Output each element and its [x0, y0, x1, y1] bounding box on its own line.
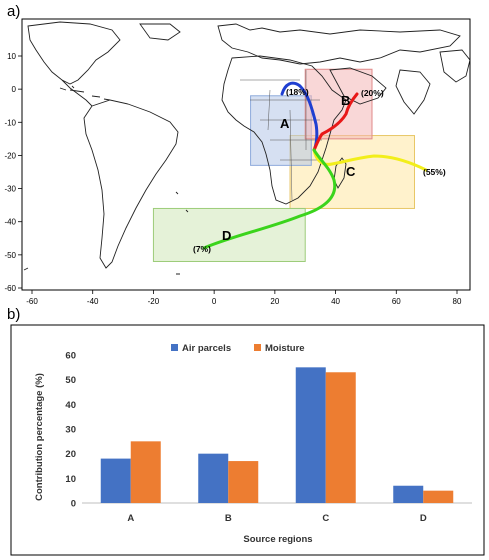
- y-tick-label: 20: [65, 449, 76, 460]
- india-coastline: [395, 69, 431, 115]
- region-d-letter: D: [222, 228, 231, 243]
- y-tick-label: 30: [65, 425, 76, 436]
- region-a-letter: A: [280, 116, 290, 131]
- bar-moisture-b: [228, 461, 259, 503]
- region-c-percentage: (55%): [423, 167, 446, 177]
- region-b-letter: B: [341, 93, 350, 108]
- south-america-coastline: [83, 99, 179, 269]
- legend: Air parcels Moisture: [171, 343, 305, 354]
- caribbean-islands: [69, 89, 111, 101]
- bar-air-parcels-a: [100, 458, 131, 503]
- bar-moisture-d: [423, 490, 454, 503]
- map-x-tick-label: 20: [270, 297, 279, 306]
- map-x-tick-label: 80: [453, 297, 462, 306]
- y-tick-label: 50: [65, 375, 76, 386]
- region-b-percentage: (20%): [361, 88, 384, 98]
- bar-moisture-a: [130, 441, 161, 503]
- y-tick-label: 40: [65, 400, 76, 411]
- europe-coastline: [217, 23, 461, 65]
- panel-b-label: b): [7, 306, 21, 323]
- map-y-tick-label: -30: [4, 185, 16, 194]
- map-y-tick-label: -50: [4, 251, 16, 260]
- region-a-percentage: (18%): [286, 87, 309, 97]
- y-tick-label: 10: [65, 474, 76, 485]
- bar-chart: Air parcels Moisture 0 10 20 30 40 50 60 A B C D C…: [10, 324, 485, 556]
- map-y-tick-label: -40: [4, 218, 16, 227]
- x-tick-label: D: [420, 513, 427, 524]
- north-america-coastline: [27, 21, 121, 85]
- panel-a-label: a): [7, 3, 21, 20]
- region-annotations: A B C D: [222, 93, 356, 243]
- small-islands: [23, 85, 189, 275]
- map-x-tick-label: 40: [331, 297, 340, 306]
- bar-air-parcels-c: [295, 367, 326, 503]
- map-x-tick-label: -60: [26, 297, 38, 306]
- legend-swatch-moisture: [254, 344, 261, 351]
- greenland-coastline: [139, 23, 181, 41]
- bar-air-parcels-d: [393, 485, 424, 503]
- map-x-tick-label: -40: [87, 297, 99, 306]
- map-x-tick-label: 60: [392, 297, 401, 306]
- x-axis-title: Source regions: [243, 534, 312, 545]
- map-y-tick-label: -60: [4, 284, 16, 293]
- y-axis-title: Contribution percentage (%): [34, 373, 45, 501]
- map-x-tick-label: -20: [148, 297, 160, 306]
- map-y-tick-label: 10: [7, 52, 16, 61]
- bar-moisture-c: [325, 372, 356, 503]
- africa-coastline: [221, 55, 347, 205]
- region-percentages: (18%) (20%) (55%) (7%): [193, 87, 446, 254]
- trajectory-d: [202, 148, 337, 250]
- legend-swatch-air-parcels: [171, 344, 178, 351]
- x-tick-label: B: [225, 513, 232, 524]
- asia-coastline: [439, 49, 471, 83]
- trajectory-b: [312, 92, 359, 152]
- bars: [100, 367, 454, 503]
- region-c-letter: C: [346, 164, 356, 179]
- region-box-d: [152, 207, 306, 262]
- y-tick-label: 0: [71, 499, 76, 510]
- central-america-coastline: [61, 79, 93, 107]
- x-tick-label: A: [127, 513, 134, 524]
- arabia-coastline: [329, 67, 387, 105]
- trajectory-map: A B C D (18%) (20%) (55%) (7%) -60 -40 -20…: [4, 18, 471, 306]
- trajectory-a: [280, 81, 319, 152]
- y-tick-label: 60: [65, 351, 76, 362]
- bar-air-parcels-b: [198, 453, 229, 503]
- trajectory-c: [312, 148, 428, 172]
- trajectories: [202, 81, 428, 250]
- map-y-tick-label: -10: [4, 118, 16, 127]
- map-frame: [21, 18, 471, 291]
- map-y-tick-label: -20: [4, 151, 16, 160]
- african-borders: [240, 70, 322, 201]
- map-x-tick-label: 0: [212, 297, 217, 306]
- legend-label-air-parcels: Air parcels: [182, 343, 231, 354]
- chart-border: [10, 324, 485, 556]
- region-d-percentage: (7%): [193, 244, 211, 254]
- source-region-boxes: [152, 68, 415, 262]
- legend-label-moisture: Moisture: [265, 343, 305, 354]
- map-y-tick-label: 0: [12, 85, 17, 94]
- x-tick-label: C: [322, 513, 329, 524]
